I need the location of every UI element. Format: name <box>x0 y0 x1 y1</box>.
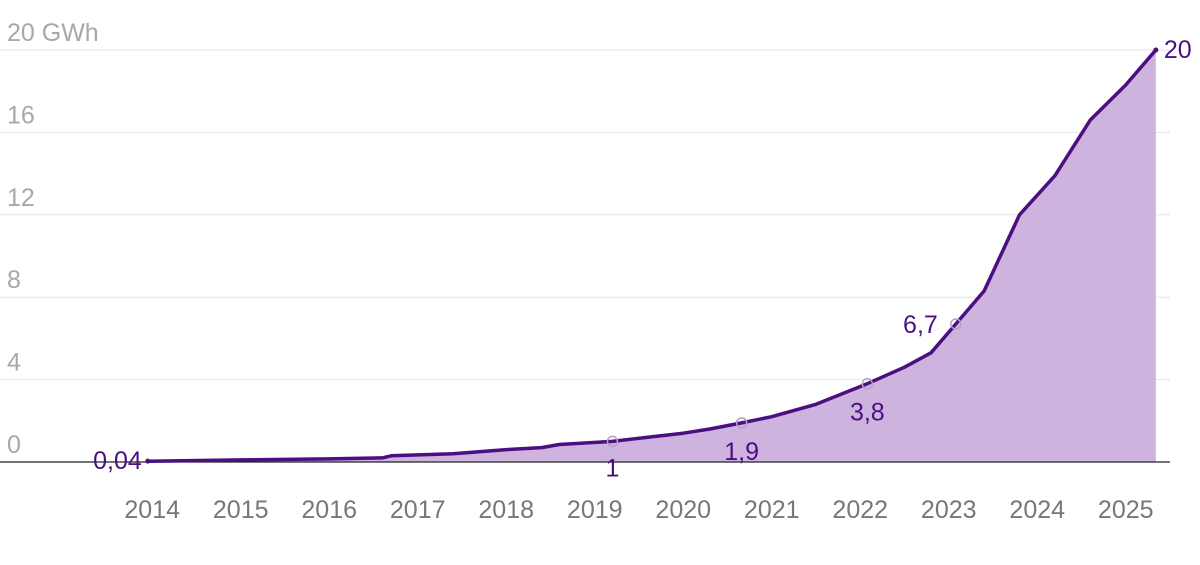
x-tick-label: 2016 <box>301 496 357 524</box>
x-tick-label: 2017 <box>390 496 446 524</box>
annotation-label: 1 <box>605 454 619 482</box>
x-tick-label: 2023 <box>921 496 977 524</box>
x-tick-label: 2024 <box>1009 496 1065 524</box>
annotation-label: 20 <box>1164 36 1192 64</box>
annotation-label: 3,8 <box>850 399 885 427</box>
annotation-label: 1,9 <box>724 438 759 466</box>
x-tick-label: 2015 <box>213 496 269 524</box>
annotation-marker <box>606 435 619 448</box>
y-tick-label: 4 <box>7 349 21 377</box>
y-tick-label: 20 GWh <box>7 19 99 47</box>
x-tick-label: 2022 <box>832 496 888 524</box>
x-tick-label: 2019 <box>567 496 623 524</box>
x-tick-label: 2020 <box>655 496 711 524</box>
annotation-marker <box>735 417 748 429</box>
annotation-marker <box>145 458 151 464</box>
x-tick-label: 2025 <box>1098 496 1154 524</box>
annotation-label: 6,7 <box>903 311 938 339</box>
line <box>146 48 1158 463</box>
x-tick-label: 2021 <box>744 496 800 524</box>
y-tick-label: 12 <box>7 184 35 212</box>
x-tick-label: 2014 <box>124 496 180 524</box>
y-tick-label: 16 <box>7 101 35 129</box>
annotation-marker <box>1153 47 1159 53</box>
x-tick-label: 2018 <box>478 496 534 524</box>
annotation-label: 0,04 <box>93 447 142 475</box>
annotation-marker <box>861 377 874 390</box>
y-tick-label: 0 <box>7 431 21 459</box>
annotation-marker <box>950 318 962 330</box>
area <box>147 50 1156 462</box>
y-tick-label: 8 <box>7 266 21 294</box>
